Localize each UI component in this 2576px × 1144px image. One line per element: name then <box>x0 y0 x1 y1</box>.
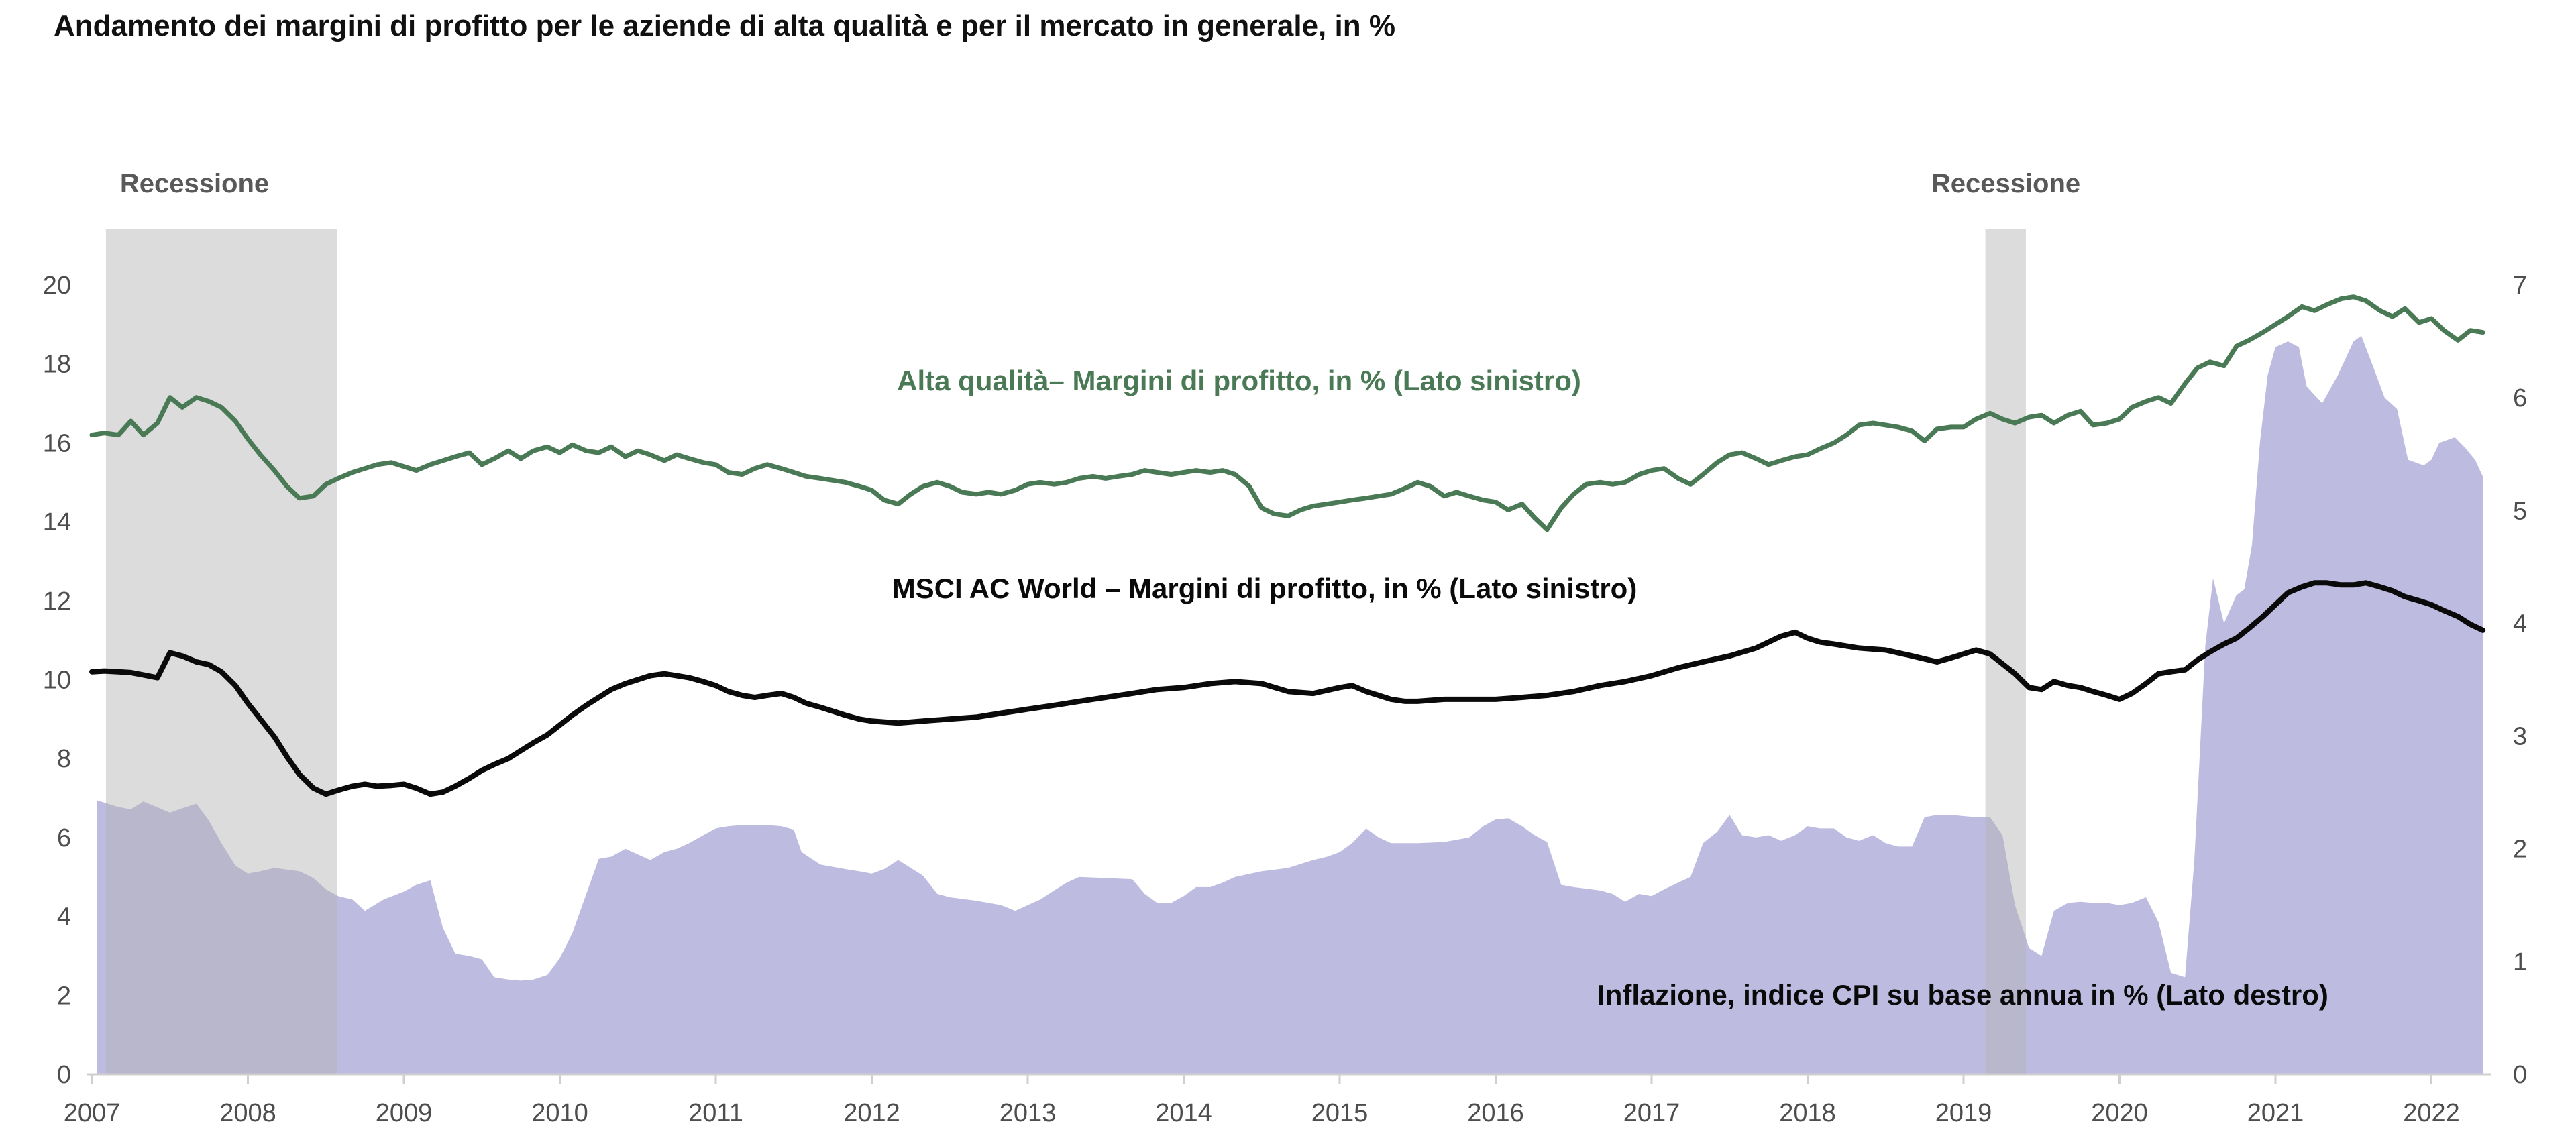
right-axis-tick-label: 2 <box>2513 836 2527 864</box>
x-axis-tick-label: 2016 <box>1467 1099 1524 1127</box>
high-quality-line <box>89 294 2485 532</box>
right-axis-tick-label: 1 <box>2513 948 2527 976</box>
x-axis-tick-label: 2014 <box>1155 1099 1212 1127</box>
x-axis-tick-label: 2020 <box>2091 1099 2148 1127</box>
left-axis-tick-label: 6 <box>57 824 71 852</box>
msci-series-label: MSCI AC World – Margini di profitto, in … <box>892 573 1638 604</box>
x-axis-tick-label: 2007 <box>64 1099 121 1127</box>
left-axis-tick-label: 2 <box>57 982 71 1010</box>
x-axis-tick-label: 2009 <box>376 1099 433 1127</box>
recession-label-2008: Recessione <box>119 169 270 198</box>
left-axis-tick-label: 12 <box>43 587 71 616</box>
left-axis-tick-label: 18 <box>43 351 71 379</box>
right-axis-tick-label: 7 <box>2513 272 2527 300</box>
x-axis-tick-label: 2011 <box>688 1099 743 1127</box>
right-axis-tick-label: 3 <box>2513 723 2527 751</box>
recession-band-2 <box>1985 229 2026 1074</box>
left-axis-tick-label: 16 <box>43 429 71 457</box>
left-axis-tick-label: 14 <box>43 508 71 536</box>
x-axis-tick-label: 2021 <box>2247 1099 2304 1127</box>
x-axis-tick-label: 2022 <box>2403 1099 2460 1127</box>
right-axis-tick-label: 6 <box>2513 384 2527 412</box>
inflation-area <box>97 335 2483 1075</box>
x-axis-tick-label: 2012 <box>843 1099 900 1127</box>
right-axis-tick-label: 5 <box>2513 497 2527 525</box>
x-axis-tick-label: 2017 <box>1623 1099 1680 1127</box>
left-axis-tick-label: 20 <box>43 272 71 300</box>
high-quality-series-label: Alta qualità– Margini di profitto, in % … <box>897 365 1581 396</box>
left-axis-tick-label: 10 <box>43 667 71 695</box>
x-axis-tick-label: 2018 <box>1779 1099 1836 1127</box>
inflation-series-label: Inflazione, indice CPI su base annua in … <box>1597 979 2328 1011</box>
x-axis-tick-label: 2015 <box>1311 1099 1368 1127</box>
x-axis-tick-label: 2019 <box>1935 1099 1992 1127</box>
msci-world-line <box>89 580 2486 797</box>
x-axis-tick-label: 2013 <box>1000 1099 1057 1127</box>
x-axis-tick-label: 2008 <box>219 1099 276 1127</box>
left-axis-tick-label: 0 <box>57 1061 71 1089</box>
right-axis-tick-label: 0 <box>2513 1061 2527 1089</box>
chart-title: Andamento dei margini di profitto per le… <box>54 9 1395 42</box>
left-axis-tick-label: 4 <box>57 903 71 931</box>
x-axis-tick-label: 2010 <box>531 1099 588 1127</box>
recession-band-1 <box>105 229 337 1074</box>
left-axis-tick-label: 8 <box>57 745 71 773</box>
right-axis-tick-label: 4 <box>2513 610 2527 638</box>
recession-label-2019: Recessione <box>1931 169 2081 198</box>
